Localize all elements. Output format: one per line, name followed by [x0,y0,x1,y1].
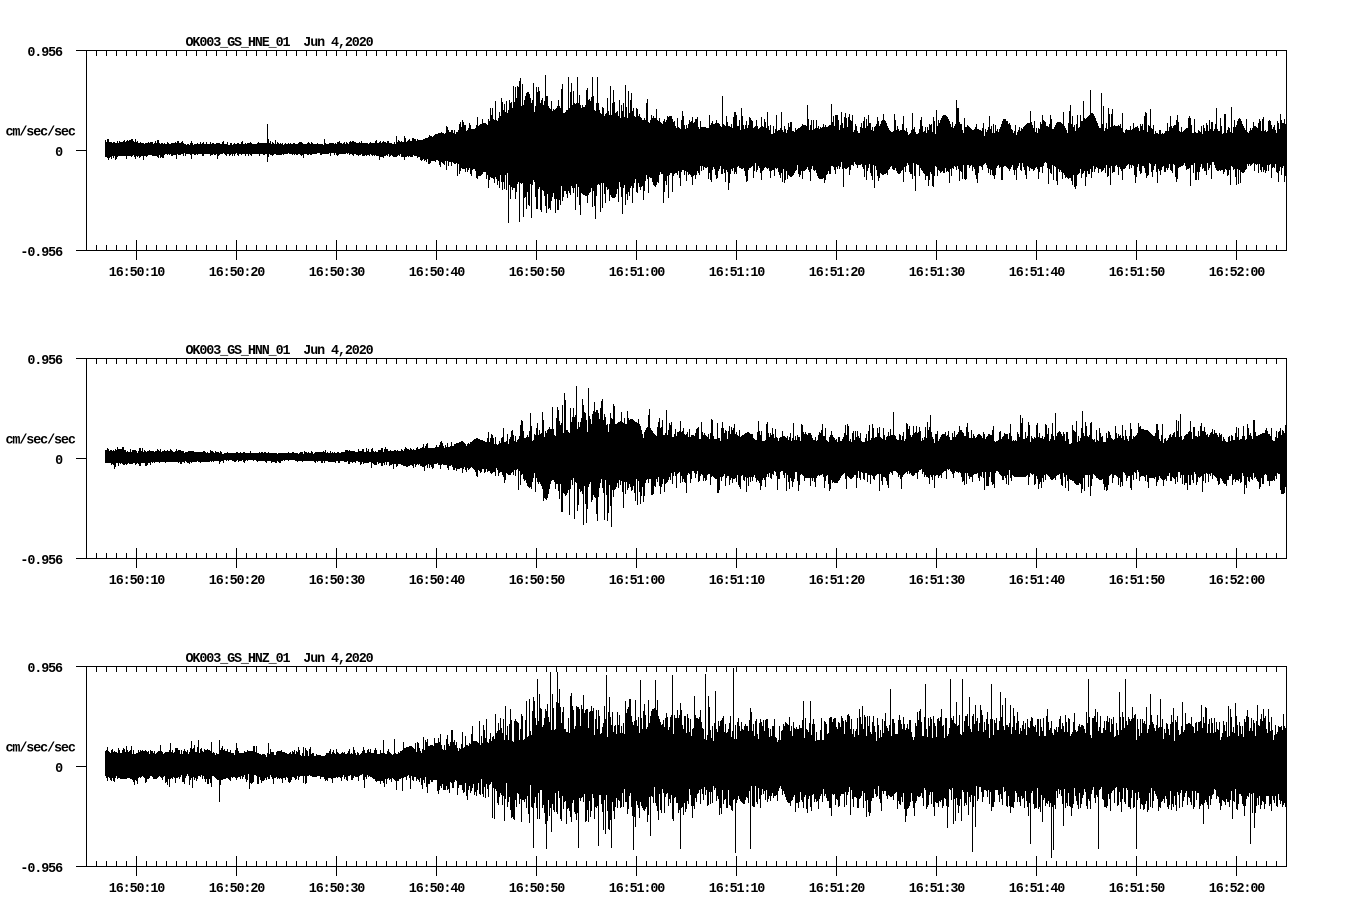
svg-text:16:51:20: 16:51:20 [809,574,866,589]
svg-text:16:51:50: 16:51:50 [1109,266,1166,281]
svg-text:0.956: 0.956 [27,662,63,677]
svg-text:0: 0 [55,146,63,161]
svg-text:16:50:20: 16:50:20 [209,574,266,589]
svg-text:16:50:10: 16:50:10 [109,882,166,897]
svg-text:16:52:00: 16:52:00 [1209,266,1266,281]
svg-text:16:51:00: 16:51:00 [609,574,666,589]
svg-text:16:52:00: 16:52:00 [1209,882,1266,897]
svg-text:16:51:10: 16:51:10 [709,266,766,281]
svg-text:16:51:10: 16:51:10 [709,882,766,897]
svg-text:-0.956: -0.956 [20,862,63,877]
svg-text:16:51:40: 16:51:40 [1009,882,1066,897]
svg-text:16:50:50: 16:50:50 [509,574,566,589]
svg-text:-0.956: -0.956 [20,246,63,261]
svg-text:16:51:50: 16:51:50 [1109,574,1166,589]
svg-text:16:51:50: 16:51:50 [1109,882,1166,897]
svg-text:OK003_GS_HNN_01 Jun 4,2020: OK003_GS_HNN_01 Jun 4,2020 [186,344,374,359]
svg-text:0: 0 [55,454,63,469]
svg-text:16:50:30: 16:50:30 [309,882,366,897]
svg-text:16:51:30: 16:51:30 [909,882,966,897]
svg-text:16:50:40: 16:50:40 [409,266,466,281]
svg-text:16:51:40: 16:51:40 [1009,266,1066,281]
svg-text:16:50:30: 16:50:30 [309,574,366,589]
svg-text:cm/sec/sec: cm/sec/sec [6,742,76,757]
svg-text:cm/sec/sec: cm/sec/sec [6,434,76,449]
svg-text:OK003_GS_HNE_01 Jun 4,2020: OK003_GS_HNE_01 Jun 4,2020 [186,36,374,51]
svg-text:16:50:20: 16:50:20 [209,266,266,281]
svg-text:0: 0 [55,762,63,777]
svg-text:16:50:50: 16:50:50 [509,266,566,281]
svg-text:OK003_GS_HNZ_01 Jun 4,2020: OK003_GS_HNZ_01 Jun 4,2020 [186,652,374,667]
svg-text:16:50:20: 16:50:20 [209,882,266,897]
svg-text:16:51:30: 16:51:30 [909,574,966,589]
svg-text:16:51:10: 16:51:10 [709,574,766,589]
svg-text:16:50:40: 16:50:40 [409,574,466,589]
svg-text:16:51:40: 16:51:40 [1009,574,1066,589]
svg-text:16:50:10: 16:50:10 [109,574,166,589]
svg-text:16:51:00: 16:51:00 [609,266,666,281]
svg-text:16:52:00: 16:52:00 [1209,574,1266,589]
svg-text:-0.956: -0.956 [20,554,63,569]
svg-text:16:51:30: 16:51:30 [909,266,966,281]
svg-text:16:51:00: 16:51:00 [609,882,666,897]
svg-text:0.956: 0.956 [27,46,63,61]
svg-text:16:50:10: 16:50:10 [109,266,166,281]
svg-text:0.956: 0.956 [27,354,63,369]
svg-text:16:51:20: 16:51:20 [809,882,866,897]
svg-text:cm/sec/sec: cm/sec/sec [6,126,76,141]
svg-text:16:50:30: 16:50:30 [309,266,366,281]
svg-text:16:51:20: 16:51:20 [809,266,866,281]
svg-text:16:50:40: 16:50:40 [409,882,466,897]
svg-text:16:50:50: 16:50:50 [509,882,566,897]
